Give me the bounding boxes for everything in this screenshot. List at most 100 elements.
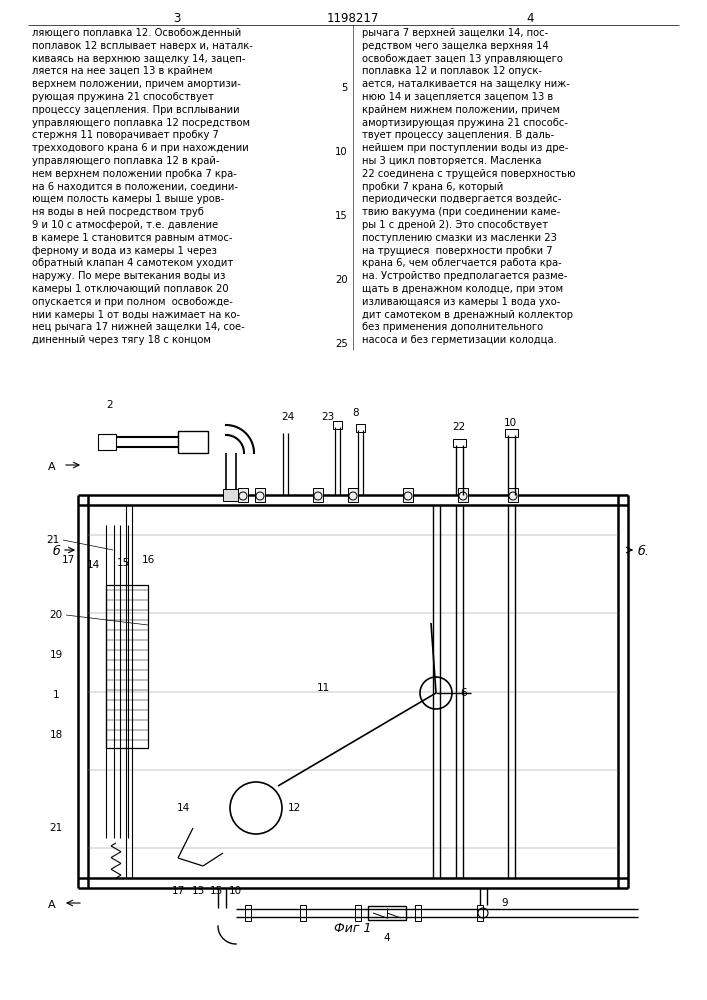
Text: 24: 24: [281, 412, 295, 422]
Bar: [453, 439, 466, 447]
Text: 4: 4: [526, 12, 534, 25]
Text: стержня 11 поворачивает пробку 7: стержня 11 поворачивает пробку 7: [32, 130, 219, 140]
Text: на трущиеся  поверхности пробки 7: на трущиеся поверхности пробки 7: [362, 246, 553, 256]
Text: на 6 находится в положении, соедини-: на 6 находится в положении, соедини-: [32, 182, 238, 192]
Text: 11: 11: [316, 683, 329, 693]
Text: обратный клапан 4 самотеком уходит: обратный клапан 4 самотеком уходит: [32, 258, 233, 268]
Bar: [178, 431, 208, 453]
Text: 1: 1: [53, 690, 59, 700]
Text: на. Устройство предполагается разме-: на. Устройство предполагается разме-: [362, 271, 568, 281]
Text: 5: 5: [341, 83, 348, 93]
Bar: [333, 421, 342, 429]
Text: насоса и без герметизации колодца.: насоса и без герметизации колодца.: [362, 335, 557, 345]
Bar: [355, 905, 361, 921]
Text: 14: 14: [86, 560, 100, 570]
Text: 16: 16: [141, 555, 155, 565]
Text: ры 1 с дреной 2). Это способствует: ры 1 с дреной 2). Это способствует: [362, 220, 548, 230]
Text: пробки 7 крана 6, который: пробки 7 крана 6, который: [362, 182, 503, 192]
Bar: [415, 905, 421, 921]
Text: б.: б.: [638, 545, 650, 558]
Text: ны 3 цикл повторяется. Масленка: ны 3 цикл повторяется. Масленка: [362, 156, 542, 166]
Text: ается, наталкивается на защелку ниж-: ается, наталкивается на защелку ниж-: [362, 79, 570, 89]
Text: б: б: [52, 545, 60, 558]
Text: поступлению смазки из масленки 23: поступлению смазки из масленки 23: [362, 233, 557, 243]
Bar: [348, 488, 358, 502]
Bar: [403, 488, 413, 502]
Text: 9 и 10 с атмосферой, т.е. давление: 9 и 10 с атмосферой, т.е. давление: [32, 220, 218, 230]
Text: диненный через тягу 18 с концом: диненный через тягу 18 с концом: [32, 335, 211, 345]
Text: нии камеры 1 от воды нажимает на ко-: нии камеры 1 от воды нажимает на ко-: [32, 310, 240, 320]
Text: 3: 3: [173, 12, 181, 25]
Text: киваясь на верхнюю защелку 14, зацеп-: киваясь на верхнюю защелку 14, зацеп-: [32, 54, 245, 64]
Text: 20: 20: [335, 275, 348, 285]
Text: твию вакуума (при соединении каме-: твию вакуума (при соединении каме-: [362, 207, 560, 217]
Text: поплавка 12 и поплавок 12 опуск-: поплавка 12 и поплавок 12 опуск-: [362, 66, 542, 76]
Bar: [356, 424, 365, 432]
Text: щать в дренажном колодце, при этом: щать в дренажном колодце, при этом: [362, 284, 563, 294]
Text: 10: 10: [228, 886, 242, 896]
Text: 15: 15: [335, 211, 348, 221]
Text: 6: 6: [461, 688, 467, 698]
Text: ляющего поплавка 12. Освобожденный: ляющего поплавка 12. Освобожденный: [32, 28, 241, 38]
Text: без применения дополнительного: без применения дополнительного: [362, 322, 543, 332]
Text: 15: 15: [209, 886, 223, 896]
Text: 14: 14: [176, 803, 189, 813]
Text: 21: 21: [47, 535, 59, 545]
Bar: [106, 585, 148, 748]
Text: A: A: [48, 462, 56, 472]
Bar: [255, 488, 265, 502]
Text: нейшем при поступлении воды из дре-: нейшем при поступлении воды из дре-: [362, 143, 568, 153]
Text: процессу зацепления. При всплывании: процессу зацепления. При всплывании: [32, 105, 240, 115]
Text: 21: 21: [49, 823, 63, 833]
Text: трехходового крана 6 и при нахождении: трехходового крана 6 и при нахождении: [32, 143, 249, 153]
Text: периодически подвергается воздейс-: периодически подвергается воздейс-: [362, 194, 561, 204]
Text: 10: 10: [503, 418, 517, 428]
Text: 12: 12: [287, 803, 300, 813]
Text: 15: 15: [117, 558, 129, 568]
Text: Фиг 1: Фиг 1: [334, 922, 372, 935]
Text: рычага 7 верхней защелки 14, пос-: рычага 7 верхней защелки 14, пос-: [362, 28, 548, 38]
Text: нюю 14 и зацепляется зацепом 13 в: нюю 14 и зацепляется зацепом 13 в: [362, 92, 554, 102]
Text: нем верхнем положении пробка 7 кра-: нем верхнем положении пробка 7 кра-: [32, 169, 237, 179]
Text: опускается и при полном  освобожде-: опускается и при полном освобожде-: [32, 297, 233, 307]
Bar: [508, 488, 518, 502]
Text: камеры 1 отключающий поплавок 20: камеры 1 отключающий поплавок 20: [32, 284, 228, 294]
Text: наружу. По мере вытекания воды из: наружу. По мере вытекания воды из: [32, 271, 226, 281]
Text: крана 6, чем облегчается работа кра-: крана 6, чем облегчается работа кра-: [362, 258, 562, 268]
Text: 17: 17: [171, 886, 185, 896]
Text: 10: 10: [335, 147, 348, 157]
Text: 18: 18: [49, 730, 63, 740]
Bar: [477, 905, 483, 921]
Text: 2: 2: [107, 400, 113, 410]
Bar: [458, 488, 468, 502]
Bar: [313, 488, 323, 502]
Text: поплавок 12 всплывает наверх и, наталк-: поплавок 12 всплывает наверх и, наталк-: [32, 41, 253, 51]
Text: ферному и вода из камеры 1 через: ферному и вода из камеры 1 через: [32, 246, 217, 256]
Bar: [368, 906, 406, 920]
Text: A: A: [48, 900, 56, 910]
Text: 22: 22: [452, 422, 466, 432]
Bar: [300, 905, 306, 921]
Text: освобождает зацеп 13 управляющего: освобождает зацеп 13 управляющего: [362, 54, 563, 64]
Text: управляющего поплавка 12 в край-: управляющего поплавка 12 в край-: [32, 156, 219, 166]
Text: 1198217: 1198217: [327, 12, 379, 25]
Text: крайнем нижнем положении, причем: крайнем нижнем положении, причем: [362, 105, 560, 115]
Bar: [223, 489, 239, 501]
Text: изливающаяся из камеры 1 вода ухо-: изливающаяся из камеры 1 вода ухо-: [362, 297, 561, 307]
Text: ня воды в ней посредством труб: ня воды в ней посредством труб: [32, 207, 204, 217]
Bar: [238, 488, 248, 502]
Text: 22 соединена с трущейся поверхностью: 22 соединена с трущейся поверхностью: [362, 169, 575, 179]
Bar: [245, 905, 251, 921]
Text: нец рычага 17 нижней защелки 14, сое-: нец рычага 17 нижней защелки 14, сое-: [32, 322, 245, 332]
Text: 8: 8: [353, 408, 359, 418]
Bar: [505, 429, 518, 437]
Text: 20: 20: [49, 610, 62, 620]
Text: 4: 4: [384, 933, 390, 943]
Text: ляется на нее зацеп 13 в крайнем: ляется на нее зацеп 13 в крайнем: [32, 66, 213, 76]
Bar: [98, 434, 116, 450]
Text: амортизирующая пружина 21 способс-: амортизирующая пружина 21 способс-: [362, 118, 568, 128]
Text: ющем полость камеры 1 выше уров-: ющем полость камеры 1 выше уров-: [32, 194, 224, 204]
Text: 23: 23: [322, 412, 334, 422]
Text: 25: 25: [335, 339, 348, 349]
Text: 19: 19: [49, 650, 63, 660]
